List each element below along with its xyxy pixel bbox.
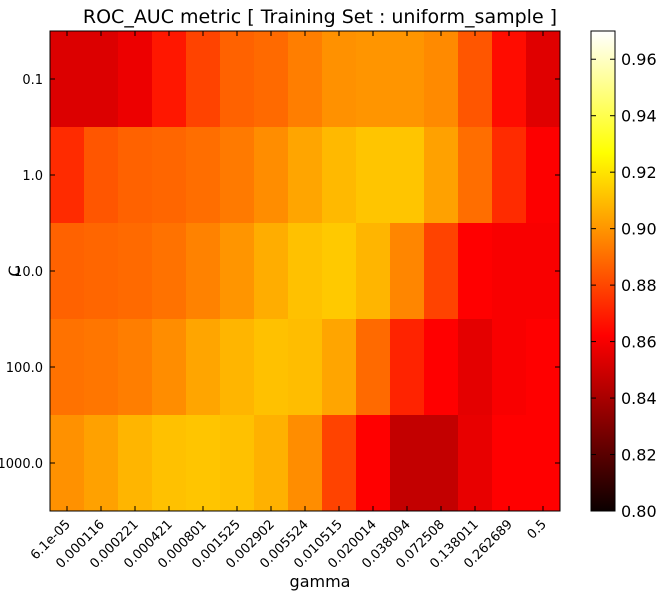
heatmap-cell (390, 223, 425, 320)
colorbar-tick-label: 0.92 (621, 163, 657, 182)
heatmap-cell (458, 127, 493, 224)
y-tick-label: 1000.0 (0, 457, 43, 472)
heatmap-cell (356, 319, 391, 416)
heatmap-cell (492, 319, 527, 416)
heatmap-cell (186, 31, 221, 128)
colorbar-tick-label: 0.84 (621, 389, 657, 408)
heatmap-cell (526, 127, 561, 224)
heatmap-cell (152, 127, 187, 224)
heatmap-cell (152, 319, 187, 416)
heatmap-cell (390, 127, 425, 224)
heatmap-cell (356, 31, 391, 128)
heatmap-cell (254, 319, 289, 416)
heatmap-cell (220, 319, 255, 416)
heatmap-cell (50, 223, 85, 320)
heatmap-cell (288, 127, 323, 224)
heatmap-cell (84, 415, 119, 512)
colorbar-tick-label: 0.88 (621, 276, 657, 295)
heatmap-cell (424, 223, 459, 320)
y-tick-label: 10.0 (14, 265, 43, 280)
y-tick-label: 0.1 (22, 73, 43, 88)
heatmap-cell (50, 415, 85, 512)
heatmap-cell (424, 319, 459, 416)
heatmap-cell (118, 127, 153, 224)
heatmap-cell (458, 415, 493, 512)
colorbar (590, 30, 616, 512)
heatmap-cell (152, 31, 187, 128)
heatmap-cell (526, 415, 561, 512)
heatmap-cell (356, 223, 391, 320)
heatmap-cell (322, 415, 357, 512)
y-axis-label: C (5, 265, 24, 276)
heatmap-cell (152, 223, 187, 320)
heatmap-cell (458, 31, 493, 128)
heatmap-cell (492, 127, 527, 224)
chart-title: ROC_AUC metric [ Training Set : uniform_… (83, 6, 557, 28)
heatmap-cell (84, 319, 119, 416)
heatmap-cell (220, 415, 255, 512)
heatmap-cell (458, 319, 493, 416)
heatmap-cell (288, 319, 323, 416)
heatmap-cells (50, 31, 561, 512)
heatmap-cell (526, 31, 561, 128)
heatmap-cell (322, 127, 357, 224)
heatmap-cell (492, 415, 527, 512)
heatmap-cell (526, 319, 561, 416)
colorbar-tick-label: 0.80 (621, 502, 657, 521)
heatmap-cell (390, 415, 425, 512)
heatmap-cell (424, 31, 459, 128)
x-axis-label: gamma (290, 572, 351, 591)
heatmap-cell (220, 223, 255, 320)
heatmap-cell (186, 319, 221, 416)
heatmap-cell (288, 223, 323, 320)
heatmap-cell (424, 127, 459, 224)
heatmap-cell (118, 319, 153, 416)
y-tick-label: 1.0 (22, 169, 43, 184)
y-axis-ticks: 0.1 1.0 10.0 100.0 1000.0 (0, 73, 560, 472)
heatmap-cell (118, 223, 153, 320)
heatmap-cell (152, 415, 187, 512)
colorbar-ticks: 0.80 0.82 0.84 0.86 0.88 0.90 0.92 0.94 0.96 (591, 50, 657, 521)
heatmap-cell (458, 223, 493, 320)
heatmap-cell (424, 415, 459, 512)
heatmap-cell (84, 31, 119, 128)
heatmap-cell (254, 415, 289, 512)
heatmap-cell (50, 31, 85, 128)
colorbar-tick-label: 0.82 (621, 446, 657, 465)
heatmap-cell (322, 31, 357, 128)
heatmap-cell (186, 127, 221, 224)
colorbar-tick-label: 0.90 (621, 220, 657, 239)
heatmap-cell (118, 31, 153, 128)
colorbar-tick-label: 0.96 (621, 50, 657, 69)
heatmap-cell (118, 415, 153, 512)
heatmap-cell (254, 127, 289, 224)
heatmap-cell (492, 31, 527, 128)
heatmap-cell (288, 31, 323, 128)
heatmap-cell (84, 127, 119, 224)
heatmap-cell (492, 223, 527, 320)
colorbar-tick-label: 0.86 (621, 333, 657, 352)
heatmap-cell (254, 223, 289, 320)
heatmap-cell (288, 415, 323, 512)
heatmap-cell (84, 223, 119, 320)
heatmap-cell (50, 319, 85, 416)
heatmap-cell (390, 319, 425, 416)
heatmap-cell (220, 127, 255, 224)
heatmap-cell (356, 127, 391, 224)
heatmap-cell (322, 223, 357, 320)
y-tick-label: 100.0 (6, 361, 43, 376)
heatmap-cell (50, 127, 85, 224)
colorbar-tick-label: 0.94 (621, 107, 657, 126)
heatmap-cell (526, 223, 561, 320)
heatmap-cell (322, 319, 357, 416)
heatmap-cell (186, 223, 221, 320)
x-tick-label: 0.5 (525, 517, 550, 542)
heatmap-cell (254, 31, 289, 128)
heatmap-cell (390, 31, 425, 128)
heatmap-cell (186, 415, 221, 512)
heatmap-cell (356, 415, 391, 512)
heatmap-cell (220, 31, 255, 128)
